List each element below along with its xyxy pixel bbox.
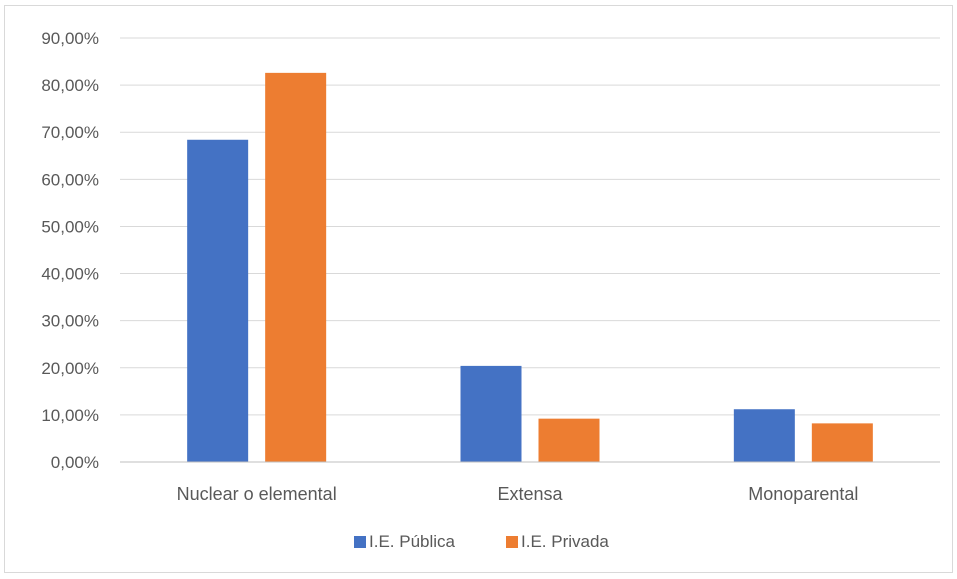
- x-category-label: Nuclear o elemental: [177, 484, 337, 504]
- y-tick-label: 90,00%: [41, 29, 99, 48]
- legend-swatch: [354, 536, 366, 548]
- x-category-label: Extensa: [497, 484, 563, 504]
- y-tick-label: 0,00%: [51, 453, 99, 472]
- legend-swatch: [506, 536, 518, 548]
- legend-label: I.E. Privada: [521, 532, 609, 551]
- y-tick-label: 40,00%: [41, 265, 99, 284]
- bar-privada: [538, 418, 600, 462]
- bar-publica: [187, 139, 249, 462]
- bar-publica: [733, 409, 795, 462]
- y-tick-label: 80,00%: [41, 76, 99, 95]
- bar-privada: [265, 72, 327, 463]
- gridlines: [120, 37, 940, 416]
- y-tick-label: 20,00%: [41, 359, 99, 378]
- y-axis-tick-labels: 0,00% 10,00% 20,00% 30,00% 40,00% 50,00% 60,00…: [41, 29, 99, 472]
- legend: I.E. Pública I.E. Privada: [354, 532, 609, 551]
- y-tick-label: 10,00%: [41, 406, 99, 425]
- y-tick-label: 60,00%: [41, 170, 99, 189]
- x-axis-category-labels: Nuclear o elemental Extensa Monoparental: [177, 484, 859, 504]
- bar-privada: [811, 423, 873, 462]
- y-tick-label: 30,00%: [41, 312, 99, 331]
- bars: [187, 72, 873, 463]
- bar-publica: [460, 365, 522, 462]
- y-tick-label: 70,00%: [41, 123, 99, 142]
- x-category-label: Monoparental: [748, 484, 858, 504]
- y-tick-label: 50,00%: [41, 217, 99, 236]
- chart-frame: [4, 5, 953, 573]
- legend-label: I.E. Pública: [369, 532, 456, 551]
